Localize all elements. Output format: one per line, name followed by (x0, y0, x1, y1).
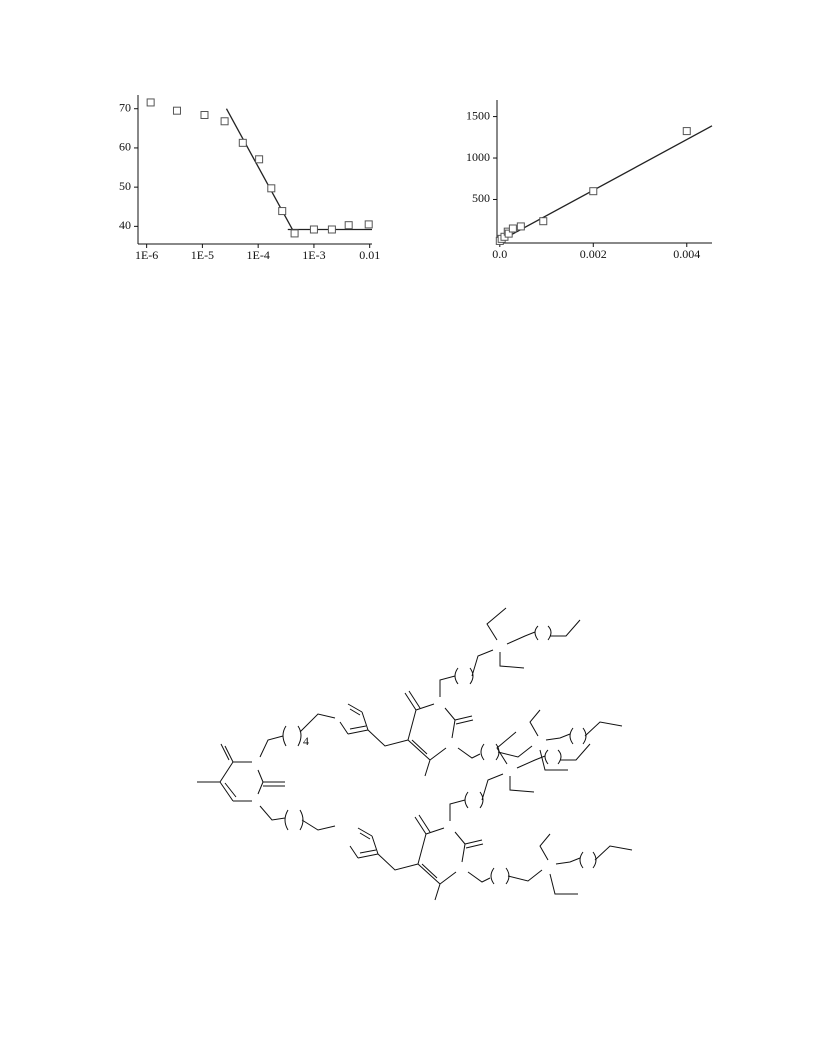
x-tick-label: 1E-5 (191, 248, 214, 262)
y-tick-label: 1000 (466, 150, 490, 164)
data-point (255, 155, 264, 164)
x-tick-label: 0.004 (673, 247, 700, 261)
x-tick-label: 1E-4 (247, 248, 270, 262)
data-point (539, 217, 548, 226)
y-tick-label: 1500 (466, 108, 490, 122)
data-point (682, 127, 691, 136)
data-point (220, 117, 229, 126)
data-point (508, 224, 517, 233)
chemical-structure: 4 (197, 607, 633, 901)
y-tick-label: 500 (472, 191, 490, 205)
x-tick-label: 1E-6 (135, 248, 158, 262)
y-tick-label: 60 (119, 140, 131, 154)
data-point (267, 184, 276, 193)
data-point (516, 222, 525, 231)
data-point (364, 220, 373, 229)
data-point (589, 187, 598, 196)
x-tick-label: 1E-3 (302, 248, 325, 262)
data-point (504, 229, 513, 238)
data-point (172, 106, 181, 115)
y-tick-label: 50 (119, 179, 131, 193)
x-tick-label: 0.002 (580, 247, 607, 261)
y-tick-label: 70 (119, 100, 131, 114)
y-tick-label: 40 (119, 218, 131, 232)
fit-line (499, 125, 713, 242)
data-point (309, 225, 318, 234)
data-point (327, 225, 336, 234)
x-tick-label: 0.01 (359, 248, 380, 262)
x-tick-label: 0.0 (492, 247, 507, 261)
data-point (344, 221, 353, 230)
data-point (200, 110, 209, 119)
data-point (278, 207, 287, 216)
structure-arm (339, 607, 623, 777)
data-point (238, 138, 247, 147)
subscript: 4 (303, 734, 309, 748)
data-point (290, 229, 299, 238)
data-point (146, 98, 155, 107)
